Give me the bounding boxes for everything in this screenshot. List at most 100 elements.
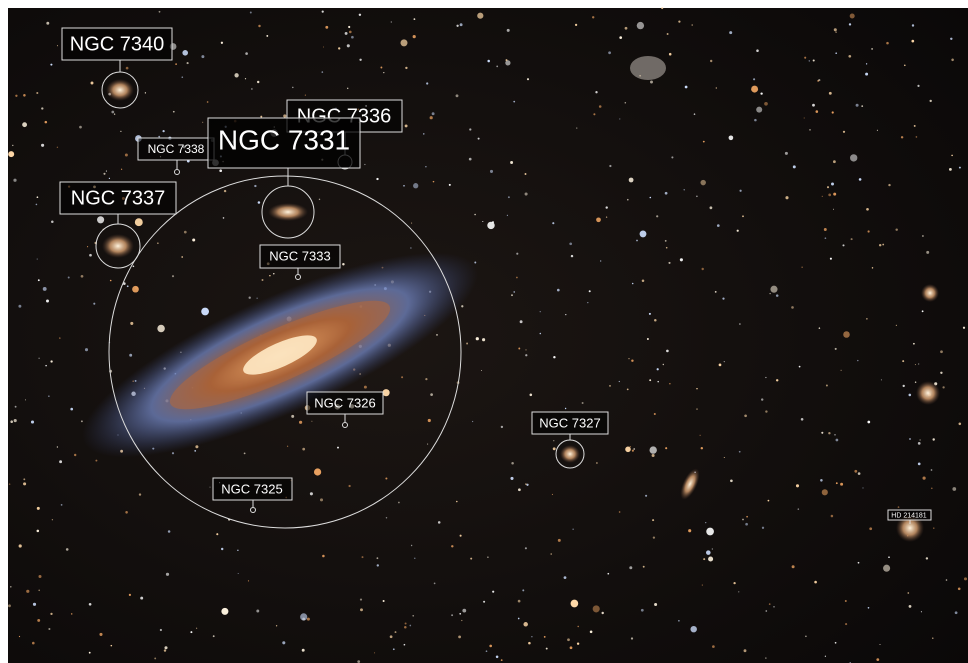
star [292,87,294,89]
star [510,477,513,480]
star [89,603,92,606]
galaxy [106,79,134,101]
star [266,35,268,37]
star [383,72,384,73]
star [577,642,579,644]
star [907,592,909,594]
star [487,60,490,63]
star [703,558,705,560]
star [911,40,914,43]
star [824,228,827,231]
star [706,550,711,555]
star [190,631,192,633]
star [41,107,43,109]
star [262,279,264,281]
star [287,446,288,447]
star [213,635,215,637]
star [876,658,879,661]
star [157,325,165,333]
star [428,419,431,422]
star [114,113,115,114]
star [861,105,863,107]
star [470,558,472,560]
star [238,573,239,574]
star [552,494,553,495]
star [487,556,489,558]
star [708,556,713,561]
star [926,251,929,254]
star [949,168,952,171]
star [31,420,34,423]
star [951,155,953,157]
star [461,620,462,621]
star [181,76,183,78]
star [886,42,889,45]
star [724,457,725,458]
star [51,221,54,224]
star [476,337,479,340]
star [909,394,912,397]
star [827,186,829,188]
star [918,442,921,445]
star [696,408,697,409]
star [850,154,857,161]
star [952,487,956,491]
star [649,197,651,199]
star [391,21,392,22]
star [825,656,826,657]
star [625,27,628,30]
star [629,178,634,183]
star [130,322,133,325]
star [433,181,435,183]
sky-background [8,8,968,663]
star [393,648,395,650]
star [822,489,828,495]
star [45,365,47,367]
star [237,550,238,551]
star [87,246,88,247]
star [400,39,407,46]
star [59,337,61,339]
star [849,23,851,25]
star [669,53,672,56]
star [710,206,713,209]
star [52,519,53,520]
star [380,67,382,69]
star [955,611,958,614]
star [513,101,515,103]
star [360,599,362,601]
annotated-astrophoto: NGC 7340 NGC 7336 NGC 7338 NGC 7331 NGC … [0,0,968,663]
star [57,45,58,46]
star [531,636,532,637]
star [818,79,820,81]
star [46,22,49,25]
star [918,363,919,364]
star [258,201,261,204]
galaxy [102,234,134,258]
star [377,564,379,566]
star [145,92,146,93]
star [154,657,156,659]
star [89,652,91,654]
star [33,603,36,606]
star [696,388,697,389]
star [888,184,890,186]
star [507,215,508,216]
star [251,88,252,89]
star [496,66,498,68]
star [182,50,188,56]
star [249,297,251,299]
star [172,275,174,277]
star [413,35,416,38]
star [770,286,777,293]
star [360,608,363,611]
star [640,230,647,237]
star [359,14,361,16]
star [636,240,638,242]
star [601,612,603,614]
star [826,385,828,387]
star [596,462,598,464]
star [300,613,307,620]
star [436,334,438,336]
star [881,379,882,380]
